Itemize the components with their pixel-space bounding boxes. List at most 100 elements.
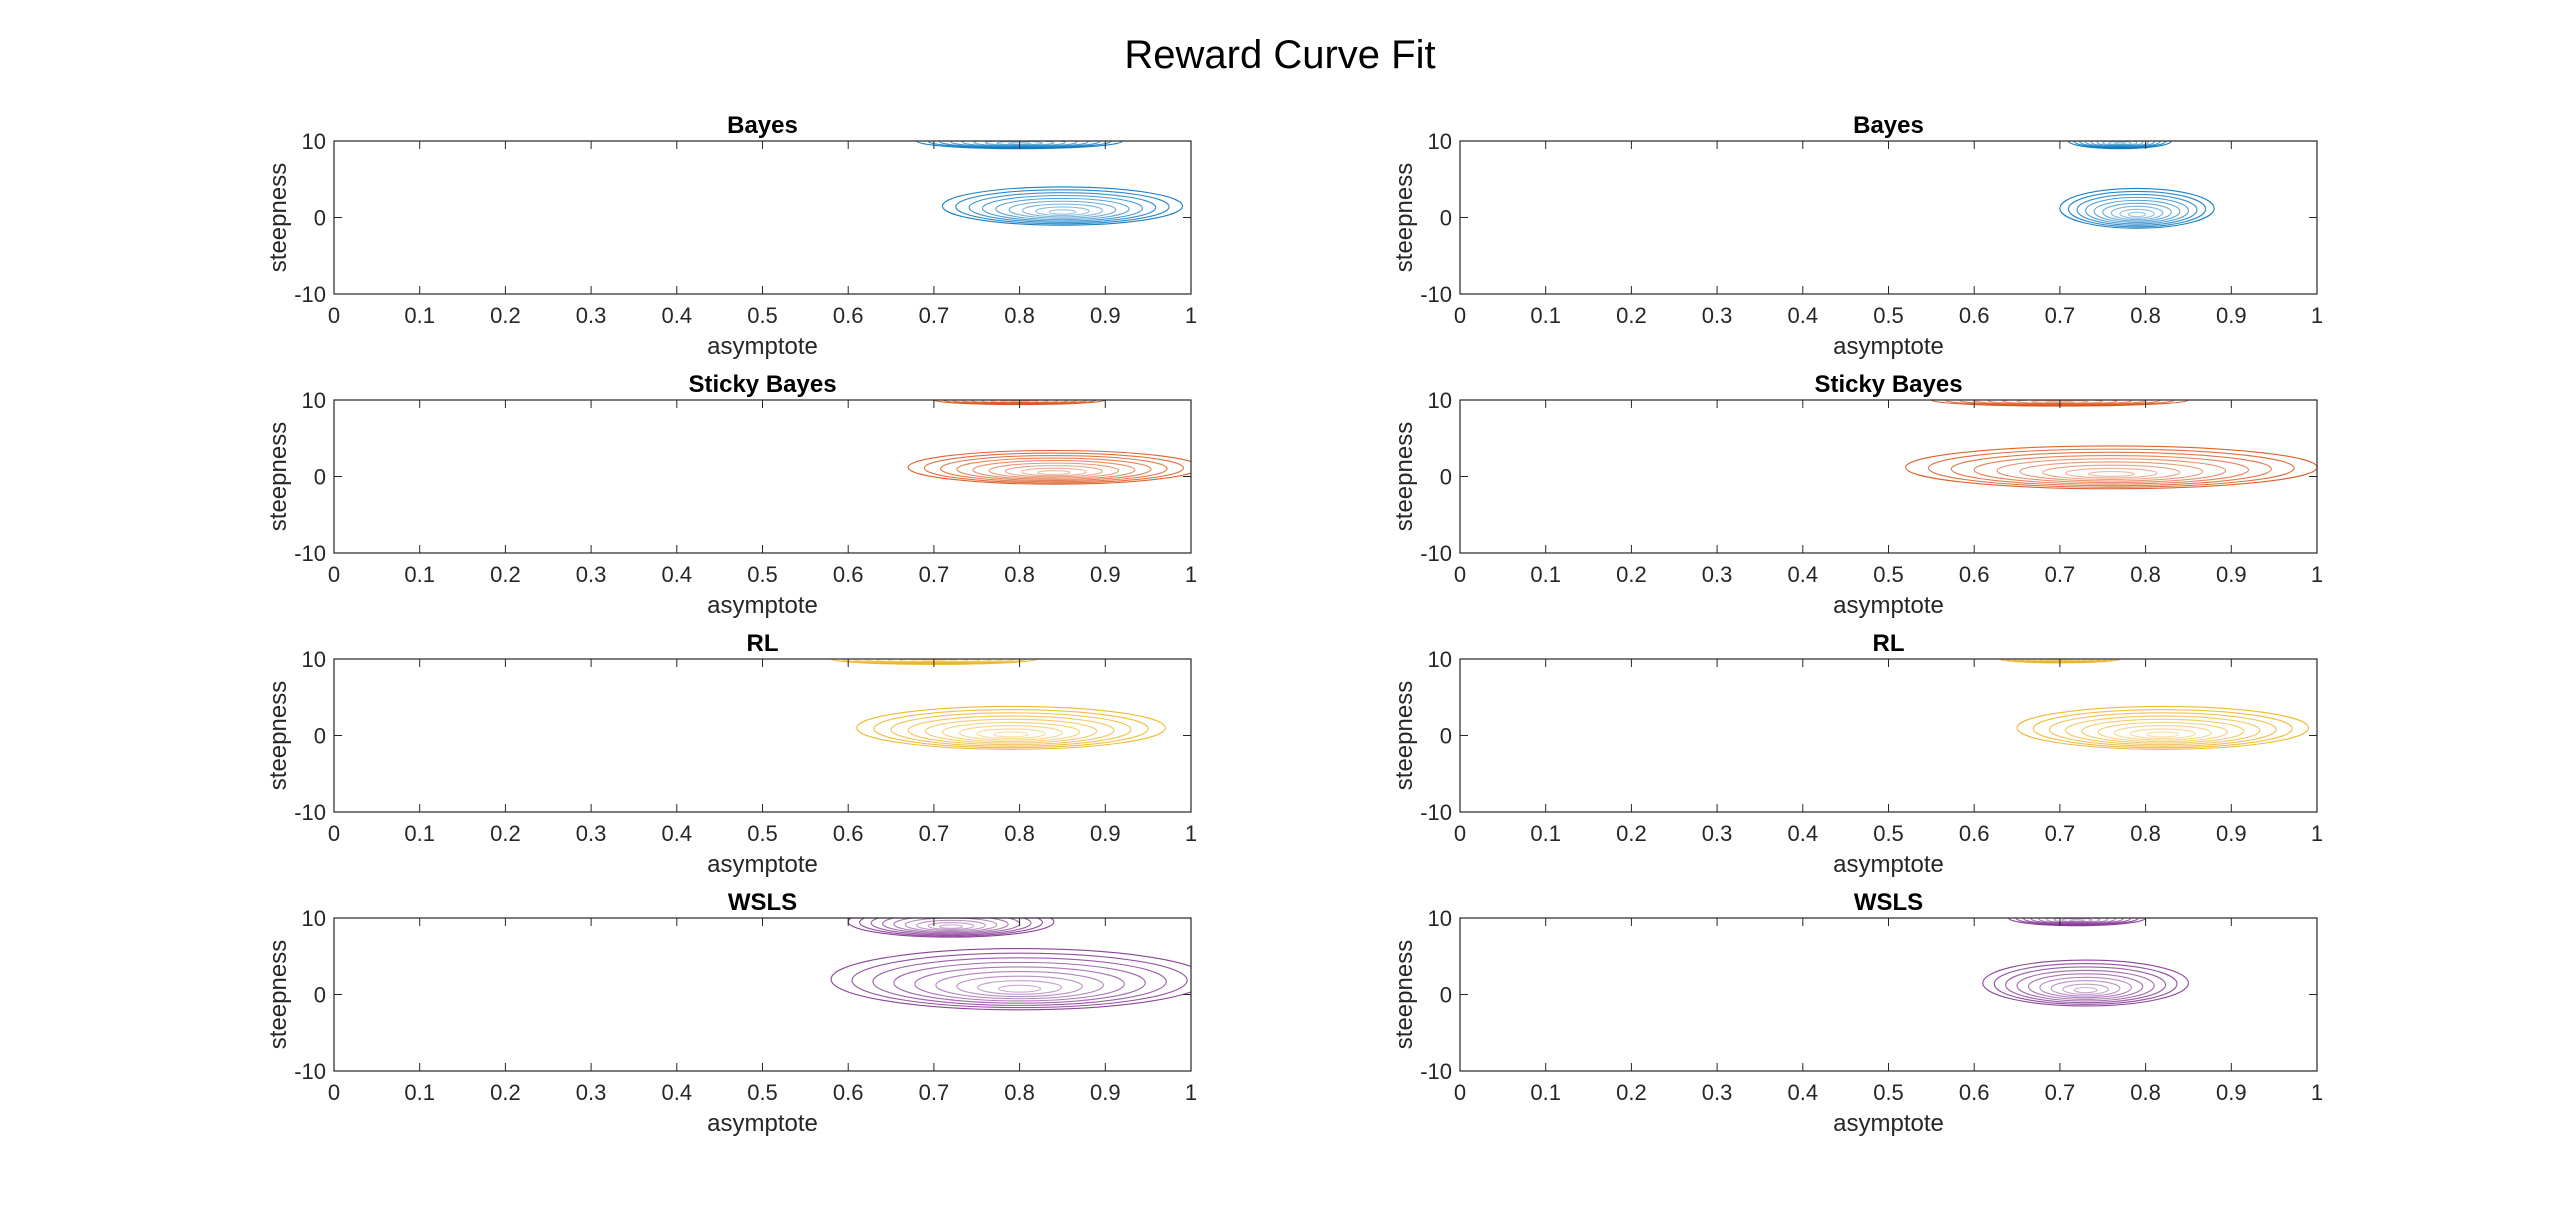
contour-line [2016,969,2155,1002]
x-tick-label: 0.2 [490,303,521,328]
y-tick-label: 0 [1440,724,1452,749]
contour-line [941,721,1081,743]
contour-line [977,980,1063,995]
x-tick-label: 1 [2311,562,2323,587]
x-tick-label: 0.4 [662,821,693,846]
x-tick-label: 0.5 [747,1080,778,1105]
x-tick-label: 0.9 [1090,562,1121,587]
x-tick-label: 0.3 [1702,303,1733,328]
x-tick-label: 0.2 [1616,821,1647,846]
contour-line [2090,141,2149,147]
subplot-title: WSLS [728,889,797,916]
contour-group [830,918,1191,1011]
y-tick-label: 0 [314,206,326,231]
y-tick-label: 0 [1440,983,1452,1008]
contour-line [1037,470,1071,475]
contour-line [890,712,1132,747]
contour-line [2065,467,2158,479]
contour-line [870,918,1032,936]
x-tick-label: 0.4 [1788,303,1819,328]
x-tick-label: 0.1 [404,562,435,587]
y-tick-label: 0 [314,465,326,490]
y-tick-label: 10 [1428,906,1452,931]
x-tick-label: 0.1 [404,1080,435,1105]
contour-line [968,192,1157,223]
subplot-title: Bayes [727,112,798,139]
y-tick-label: 10 [1428,129,1452,154]
contour-line [859,918,1043,937]
contour-line [2102,141,2138,146]
x-tick-label: 0.3 [1702,562,1733,587]
x-tick-label: 0.7 [919,562,950,587]
contour-line [998,984,1042,993]
x-tick-label: 1 [2311,1080,2323,1105]
contour-line [2039,976,2132,999]
contour-line [1020,467,1087,477]
x-tick-label: 0.9 [1090,1080,1121,1105]
y-tick-label: -10 [294,541,326,566]
contour-line [2062,983,2110,995]
contour-line [935,971,1104,1000]
y-tick-label: 0 [314,983,326,1008]
x-tick-label: 1 [1185,303,1197,328]
contour-line [856,705,1166,750]
contour-line [872,957,1167,1006]
y-tick-label: -10 [294,800,326,825]
x-tick-label: 0.8 [2130,821,2161,846]
contour-line [956,975,1083,998]
x-tick-label: 0.5 [747,562,778,587]
x-tick-label: 0.2 [490,821,521,846]
contour-line [830,948,1191,1011]
x-tick-label: 0.3 [576,303,607,328]
x-tick-label: 0.8 [1004,562,1035,587]
x-tick-label: 1 [2311,303,2323,328]
x-tick-label: 0.5 [1873,303,1904,328]
contour-line [924,718,1098,744]
contour-line [2032,709,2293,749]
y-tick-label: 10 [1428,647,1452,672]
x-tick-label: 0.5 [1873,821,1904,846]
x-tick-label: 0.1 [1530,303,1561,328]
y-axis-label: steepness [1391,422,1418,531]
contour-line [2030,918,2124,925]
contour-line [2102,202,2172,222]
y-tick-label: 10 [302,906,326,931]
x-tick-label: 0.4 [1788,821,1819,846]
contour-line [972,460,1136,480]
contour-line [940,454,1168,483]
contour-line [2046,918,2109,924]
x-tick-label: 0.1 [1530,1080,1561,1105]
contour-line [2067,190,2207,228]
x-tick-label: 0.9 [1090,821,1121,846]
contour-line [2065,715,2261,746]
contour-line [851,952,1188,1009]
contour-line [1008,200,1117,219]
x-tick-label: 0.7 [919,821,950,846]
contour-line [959,725,1064,741]
x-tick-label: 0.1 [1530,562,1561,587]
subplot-3: 0 0.1 0.2 0.3 0.4 0.5 0.6 0.7 0.8 0.9 1100-10Stick… [265,371,1197,619]
subplot-title: RL [1873,630,1905,657]
contour-line [2096,141,2144,147]
contour-line [1982,959,2190,1007]
y-tick-label: -10 [294,282,326,307]
y-tick-label: -10 [1420,282,1452,307]
contour-line [2129,728,2196,739]
contour-line [893,961,1146,1004]
contour-line [2059,187,2215,229]
x-tick-label: 0 [1454,303,1466,328]
y-tick-label: -10 [1420,541,1452,566]
contour-line [955,189,1170,225]
contour-line [1048,209,1077,215]
x-tick-label: 0.1 [1530,821,1561,846]
contour-line [976,728,1046,739]
x-tick-label: 0.8 [2130,303,2161,328]
x-tick-label: 0.5 [747,821,778,846]
y-tick-label: -10 [294,1059,326,1084]
subplot-title: Sticky Bayes [1814,371,1962,398]
x-tick-label: 0.1 [404,303,435,328]
x-tick-label: 0.2 [1616,562,1647,587]
y-tick-label: 10 [1428,388,1452,413]
x-tick-label: 0.8 [1004,303,1035,328]
